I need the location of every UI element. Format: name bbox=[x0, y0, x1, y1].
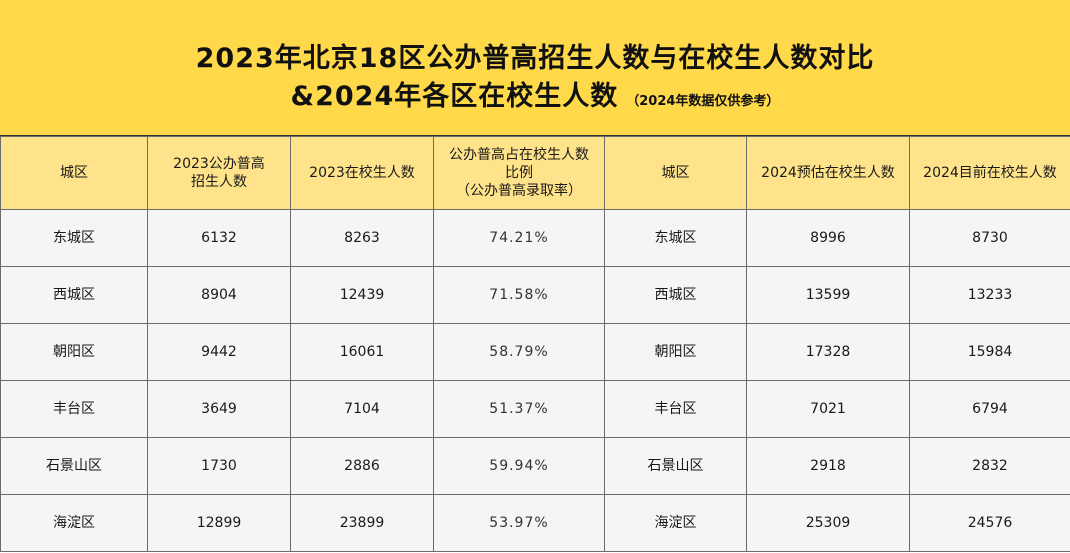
title-banner: 2023年北京18区公办普高招生人数与在校生人数对比 &2024年各区在校生人数… bbox=[0, 0, 1070, 136]
cell-2024-estimated: 13599 bbox=[746, 266, 910, 324]
header-2023-enrollment: 2023公办普高 招生人数 bbox=[147, 136, 291, 210]
cell-2024-current: 2832 bbox=[909, 437, 1070, 495]
cell-2023-enrollment: 9442 bbox=[147, 323, 291, 381]
cell-district-2: 石景山区 bbox=[604, 437, 747, 495]
cell-ratio: 74.21% bbox=[433, 209, 605, 267]
cell-ratio: 59.94% bbox=[433, 437, 605, 495]
header-2024-estimated: 2024预估在校生人数 bbox=[746, 136, 910, 210]
table-row: 海淀区 12899 23899 53.97% 海淀区 25309 24576 bbox=[0, 494, 1070, 552]
header-row: 城区 2023公办普高 招生人数 2023在校生人数 公办普高占在校生人数 比例… bbox=[0, 136, 1070, 210]
cell-ratio: 58.79% bbox=[433, 323, 605, 381]
title-line-2: &2024年各区在校生人数 （2024年数据仅供参考） bbox=[0, 74, 1070, 113]
district-table: 城区 2023公办普高 招生人数 2023在校生人数 公办普高占在校生人数 比例… bbox=[0, 136, 1070, 552]
title-line-2-text: &2024年各区在校生人数 bbox=[290, 81, 619, 112]
cell-district-2: 朝阳区 bbox=[604, 323, 747, 381]
table-row: 西城区 8904 12439 71.58% 西城区 13599 13233 bbox=[0, 266, 1070, 324]
cell-2024-estimated: 17328 bbox=[746, 323, 910, 381]
cell-district-2: 西城区 bbox=[604, 266, 747, 324]
cell-2024-estimated: 2918 bbox=[746, 437, 910, 495]
cell-2023-enrollment: 8904 bbox=[147, 266, 291, 324]
table-row: 丰台区 3649 7104 51.37% 丰台区 7021 6794 bbox=[0, 380, 1070, 438]
cell-district: 东城区 bbox=[0, 209, 148, 267]
cell-2023-students: 7104 bbox=[290, 380, 434, 438]
cell-district: 石景山区 bbox=[0, 437, 148, 495]
cell-2023-enrollment: 12899 bbox=[147, 494, 291, 552]
cell-2024-current: 8730 bbox=[909, 209, 1070, 267]
table-row: 朝阳区 9442 16061 58.79% 朝阳区 17328 15984 bbox=[0, 323, 1070, 381]
cell-district-2: 海淀区 bbox=[604, 494, 747, 552]
cell-district-2: 东城区 bbox=[604, 209, 747, 267]
cell-district-2: 丰台区 bbox=[604, 380, 747, 438]
cell-2023-students: 12439 bbox=[290, 266, 434, 324]
cell-2023-enrollment: 6132 bbox=[147, 209, 291, 267]
cell-2024-current: 24576 bbox=[909, 494, 1070, 552]
cell-2024-estimated: 7021 bbox=[746, 380, 910, 438]
cell-2024-estimated: 8996 bbox=[746, 209, 910, 267]
cell-district: 海淀区 bbox=[0, 494, 148, 552]
cell-district: 丰台区 bbox=[0, 380, 148, 438]
cell-ratio: 53.97% bbox=[433, 494, 605, 552]
cell-2024-current: 15984 bbox=[909, 323, 1070, 381]
cell-2024-current: 6794 bbox=[909, 380, 1070, 438]
cell-2023-students: 16061 bbox=[290, 323, 434, 381]
title-note: （2024年数据仅供参考） bbox=[626, 94, 780, 109]
cell-2024-current: 13233 bbox=[909, 266, 1070, 324]
cell-district: 朝阳区 bbox=[0, 323, 148, 381]
cell-2024-estimated: 25309 bbox=[746, 494, 910, 552]
cell-district: 西城区 bbox=[0, 266, 148, 324]
title-line-1: 2023年北京18区公办普高招生人数与在校生人数对比 bbox=[195, 43, 875, 74]
cell-2023-students: 23899 bbox=[290, 494, 434, 552]
cell-ratio: 51.37% bbox=[433, 380, 605, 438]
header-2024-current: 2024目前在校生人数 bbox=[909, 136, 1070, 210]
cell-2023-enrollment: 1730 bbox=[147, 437, 291, 495]
table-row: 石景山区 1730 2886 59.94% 石景山区 2918 2832 bbox=[0, 437, 1070, 495]
cell-2023-enrollment: 3649 bbox=[147, 380, 291, 438]
cell-2023-students: 8263 bbox=[290, 209, 434, 267]
header-2023-students: 2023在校生人数 bbox=[290, 136, 434, 210]
cell-2023-students: 2886 bbox=[290, 437, 434, 495]
table-row: 东城区 6132 8263 74.21% 东城区 8996 8730 bbox=[0, 209, 1070, 267]
header-ratio: 公办普高占在校生人数 比例 （公办普高录取率） bbox=[433, 136, 605, 210]
header-district: 城区 bbox=[0, 136, 148, 210]
cell-ratio: 71.58% bbox=[433, 266, 605, 324]
header-district-2: 城区 bbox=[604, 136, 747, 210]
